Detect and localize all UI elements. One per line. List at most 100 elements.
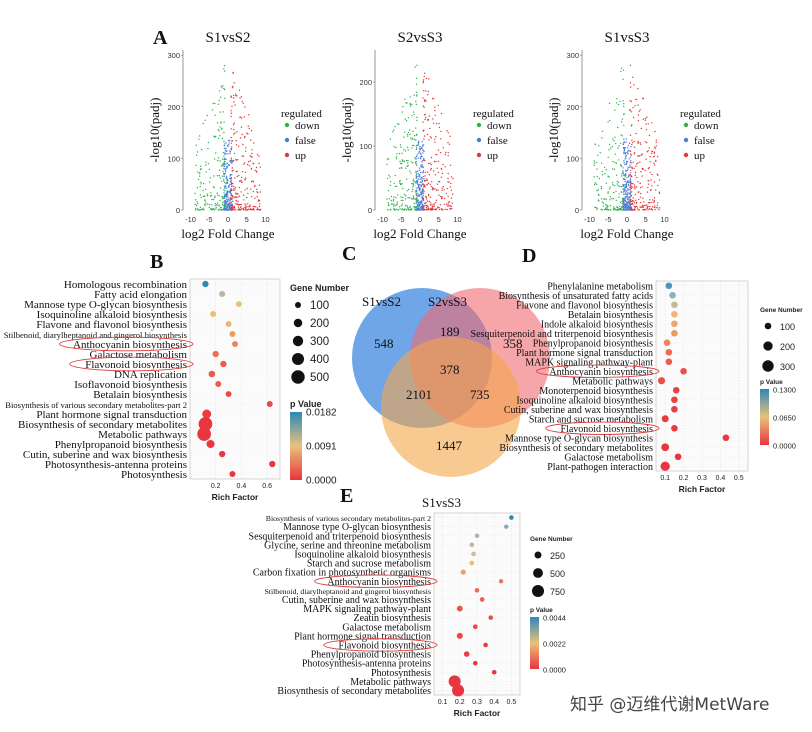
volcano-point-down	[214, 195, 216, 197]
volcano-point-false	[420, 176, 423, 179]
volcano-point-up	[641, 153, 643, 155]
volcano-point-false	[416, 195, 419, 197]
volcano-point-down	[412, 198, 414, 200]
volcano-point-down	[396, 123, 399, 125]
volcano-point-up	[237, 159, 239, 161]
volcano-point-up	[640, 154, 643, 156]
volcano-point-up	[643, 201, 645, 203]
volcano-point-down	[392, 199, 395, 201]
bubble	[674, 453, 682, 461]
volcano-point-down	[196, 208, 198, 210]
volcano-point-up	[423, 106, 425, 109]
volcano-point-up	[428, 195, 430, 197]
volcano-point-up	[447, 205, 450, 207]
volcano-point-up	[425, 100, 427, 102]
volcano-point-up	[440, 197, 443, 199]
volcano-point-false	[623, 187, 625, 190]
legend-label-false: false	[694, 135, 715, 147]
volcano-point-up	[426, 133, 429, 136]
volcano-point-false	[628, 188, 630, 190]
volcano-point-false	[624, 209, 626, 211]
volcano-point-up	[246, 132, 248, 134]
size-legend-label: 200	[780, 342, 795, 352]
volcano-point-down	[215, 206, 217, 208]
volcano-point-up	[235, 170, 237, 173]
volcano-point-down	[408, 208, 410, 210]
volcano-point-down	[410, 105, 412, 108]
volcano-point-down	[603, 198, 605, 200]
volcano-point-up	[440, 112, 443, 115]
volcano-point-down	[403, 208, 405, 211]
volcano-point-down	[621, 200, 623, 202]
volcano-point-up	[653, 155, 655, 157]
volcano-point-down	[607, 192, 609, 194]
volcano-point-up	[648, 147, 650, 149]
volcano-point-up	[230, 112, 233, 114]
x-tick-label: 10	[453, 215, 461, 224]
color-legend-title: p Value	[530, 607, 553, 614]
y-axis-label: -log10(padj)	[339, 98, 354, 163]
y-tick-label: 0	[368, 206, 372, 215]
volcano-point-down	[615, 162, 618, 164]
volcano-point-false	[417, 186, 419, 188]
volcano-point-down	[205, 161, 207, 163]
bubble	[671, 424, 678, 432]
volcano-point-false	[417, 183, 419, 186]
volcano-point-down	[395, 156, 398, 158]
volcano-point-false	[230, 190, 232, 193]
volcano-point-false	[227, 209, 229, 211]
volcano-point-false	[224, 172, 226, 175]
volcano-point-down	[200, 183, 202, 185]
volcano-point-down	[416, 119, 418, 122]
volcano-point-up	[648, 166, 650, 169]
y-tick-label: 200	[167, 103, 180, 112]
volcano-point-down	[605, 182, 608, 184]
volcano-point-up	[441, 172, 444, 175]
volcano-point-up	[631, 183, 633, 185]
volcano-point-up	[658, 192, 661, 194]
volcano-point-false	[626, 185, 628, 188]
volcano-point-down	[390, 195, 393, 198]
volcano-point-false	[422, 189, 424, 192]
volcano-point-false	[417, 192, 419, 195]
volcano-point-up	[658, 209, 660, 211]
venn-region-s1s2-s1s3: 2101	[406, 387, 432, 402]
volcano-point-down	[223, 155, 225, 157]
volcano-point-up	[433, 170, 435, 172]
volcano-point-up	[231, 140, 234, 142]
x-tick-label: 0.4	[489, 699, 499, 706]
y-tick-label: 100	[167, 154, 180, 163]
volcano-point-up	[246, 209, 249, 211]
volcano-point-up	[442, 163, 444, 166]
volcano-point-down	[395, 208, 398, 210]
volcano-point-down	[221, 165, 223, 167]
legend-swatch-down	[476, 122, 482, 128]
volcano-point-up	[656, 155, 659, 158]
highlight-ellipse	[314, 574, 438, 588]
volcano-point-up	[255, 206, 257, 208]
pathway-label: Homologous recombination	[64, 279, 188, 291]
bubble	[215, 381, 222, 387]
volcano-point-down	[217, 137, 220, 140]
volcano-point-down	[205, 188, 207, 190]
volcano-point-up	[446, 208, 448, 211]
highlight-ellipse	[69, 356, 194, 372]
volcano-point-up	[653, 151, 656, 153]
y-tick-label: 200	[566, 103, 579, 112]
volcano-point-down	[221, 163, 224, 166]
volcano-point-down	[623, 113, 625, 115]
volcano-point-down	[389, 181, 392, 183]
volcano-point-down	[196, 151, 199, 153]
volcano-point-false	[624, 190, 626, 192]
volcano-point-up	[445, 192, 447, 195]
pathway-label: Isoquinoline alkaloid biosynthesis	[37, 309, 187, 321]
venn-region-s2s3-s1s3: 735	[470, 387, 490, 402]
volcano-point-up	[443, 197, 446, 200]
volcano-point-up	[632, 197, 634, 199]
x-tick-label: 0.5	[734, 475, 744, 482]
volcano-point-down	[223, 68, 225, 70]
volcano-point-up	[446, 187, 449, 190]
volcano-point-down	[621, 175, 623, 177]
volcano-point-false	[422, 152, 424, 154]
volcano-point-false	[625, 190, 628, 192]
